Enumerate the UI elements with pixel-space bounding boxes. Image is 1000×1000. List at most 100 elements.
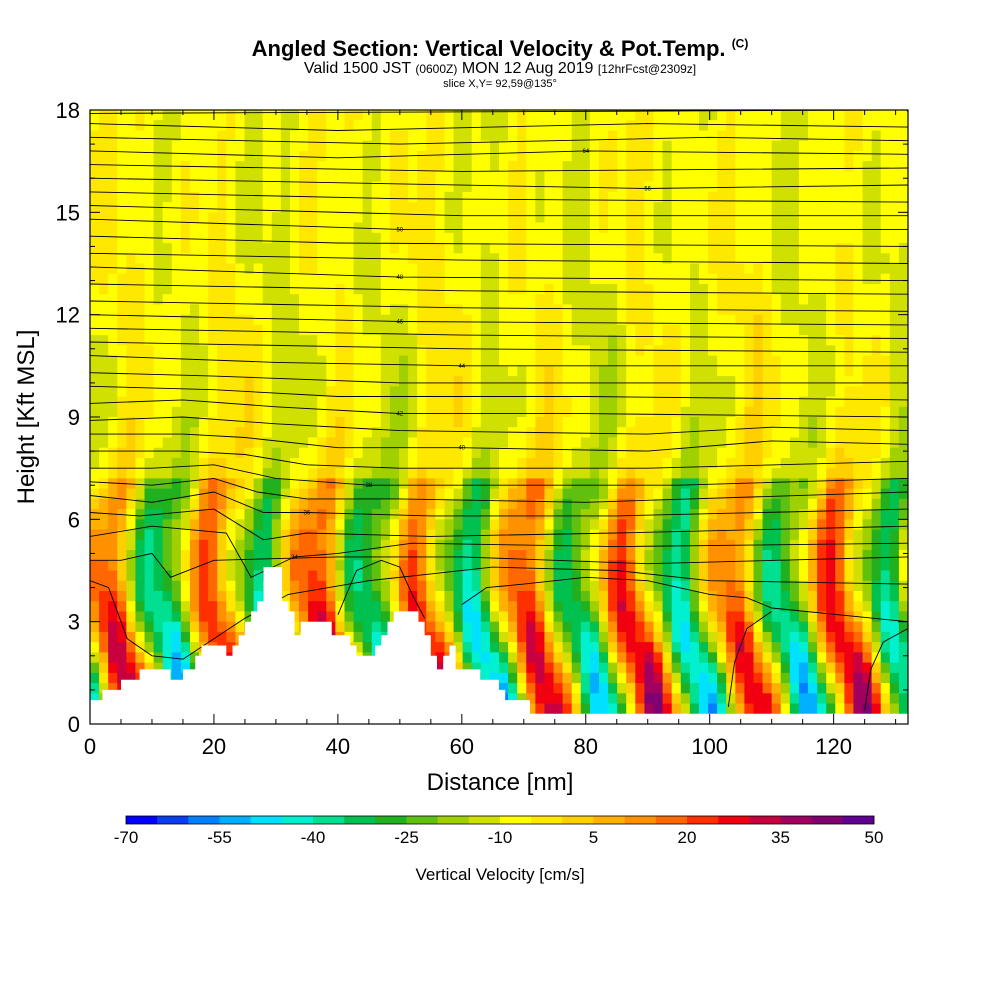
velocity-cell	[653, 539, 664, 551]
velocity-cell	[635, 570, 646, 582]
velocity-cell	[553, 580, 564, 592]
velocity-cell	[371, 222, 382, 234]
velocity-cell	[580, 294, 591, 306]
velocity-cell	[162, 539, 173, 551]
velocity-cell	[317, 488, 327, 500]
velocity-cell	[326, 468, 336, 479]
velocity-cell	[571, 253, 582, 265]
velocity-cell	[753, 468, 764, 479]
velocity-cell	[226, 314, 237, 326]
velocity-cell	[589, 417, 600, 428]
velocity-cell	[90, 601, 100, 613]
velocity-cell	[217, 550, 227, 561]
velocity-cell	[617, 191, 627, 203]
velocity-cell	[99, 263, 109, 275]
velocity-cell	[626, 478, 636, 490]
velocity-cell	[435, 590, 446, 602]
velocity-cell	[726, 550, 736, 561]
velocity-cell	[771, 283, 782, 295]
velocity-cell	[317, 590, 327, 602]
velocity-cell	[617, 376, 627, 387]
velocity-cell	[353, 212, 364, 224]
velocity-cell	[680, 335, 691, 346]
velocity-cell	[671, 253, 682, 265]
velocity-cell	[480, 611, 491, 623]
velocity-cell	[708, 580, 718, 592]
velocity-cell	[299, 335, 309, 346]
velocity-cell	[208, 150, 218, 162]
velocity-cell	[335, 345, 346, 357]
velocity-cell	[353, 365, 364, 377]
velocity-cell	[808, 263, 818, 275]
velocity-cell	[789, 478, 800, 490]
velocity-cell	[608, 386, 618, 398]
velocity-cell	[744, 191, 755, 203]
velocity-cell	[199, 222, 209, 234]
velocity-cell	[744, 570, 755, 582]
velocity-cell	[789, 355, 800, 367]
velocity-cell	[353, 283, 364, 295]
velocity-cell	[235, 150, 246, 162]
velocity-cell	[526, 150, 536, 162]
velocity-cell	[571, 611, 582, 623]
velocity-cell	[99, 529, 109, 541]
velocity-cell	[362, 324, 373, 336]
velocity-cell	[435, 345, 446, 357]
velocity-cell	[589, 345, 600, 357]
velocity-cell	[90, 488, 100, 500]
velocity-cell	[489, 468, 500, 479]
velocity-cell	[544, 509, 555, 520]
velocity-cell	[489, 478, 500, 490]
velocity-cell	[144, 498, 155, 510]
velocity-cell	[144, 550, 155, 561]
velocity-cell	[689, 130, 700, 142]
velocity-cell	[617, 519, 627, 531]
velocity-cell	[817, 580, 827, 592]
velocity-cell	[817, 365, 827, 377]
velocity-cell	[835, 590, 845, 602]
velocity-cell	[435, 324, 446, 336]
velocity-cell	[453, 417, 464, 428]
velocity-cell	[108, 335, 118, 346]
velocity-cell	[544, 550, 555, 561]
velocity-cell	[598, 488, 609, 500]
velocity-cell	[117, 181, 127, 193]
velocity-cell	[399, 365, 409, 377]
velocity-cell	[371, 601, 382, 613]
velocity-cell	[444, 365, 455, 377]
velocity-cell	[289, 263, 300, 275]
velocity-cell	[580, 120, 591, 132]
velocity-cell	[444, 202, 455, 213]
velocity-cell	[444, 243, 455, 254]
velocity-cell	[471, 570, 482, 582]
velocity-cell	[753, 232, 764, 244]
velocity-cell	[544, 161, 555, 172]
velocity-cell	[253, 202, 264, 213]
velocity-cell	[553, 110, 564, 121]
velocity-cell	[808, 672, 818, 684]
velocity-cell	[435, 498, 446, 510]
velocity-cell	[680, 202, 691, 213]
velocity-cell	[817, 570, 827, 582]
velocity-cell	[544, 693, 555, 705]
velocity-cell	[389, 437, 400, 449]
velocity-cell	[617, 335, 627, 346]
velocity-cell	[289, 243, 300, 254]
velocity-cell	[798, 498, 809, 510]
velocity-cell	[753, 693, 764, 705]
velocity-cell	[744, 130, 755, 142]
velocity-cell	[444, 621, 455, 633]
velocity-cell	[171, 498, 182, 510]
velocity-cell	[180, 631, 191, 643]
velocity-cell	[299, 519, 309, 531]
velocity-cell	[399, 273, 409, 285]
velocity-cell	[199, 539, 209, 551]
velocity-cell	[117, 150, 127, 162]
velocity-cell	[453, 457, 464, 469]
velocity-cell	[99, 202, 109, 213]
velocity-cell	[744, 324, 755, 336]
velocity-cell	[499, 509, 509, 520]
velocity-cell	[680, 110, 691, 121]
velocity-cell	[762, 642, 773, 653]
velocity-cell	[199, 355, 209, 367]
